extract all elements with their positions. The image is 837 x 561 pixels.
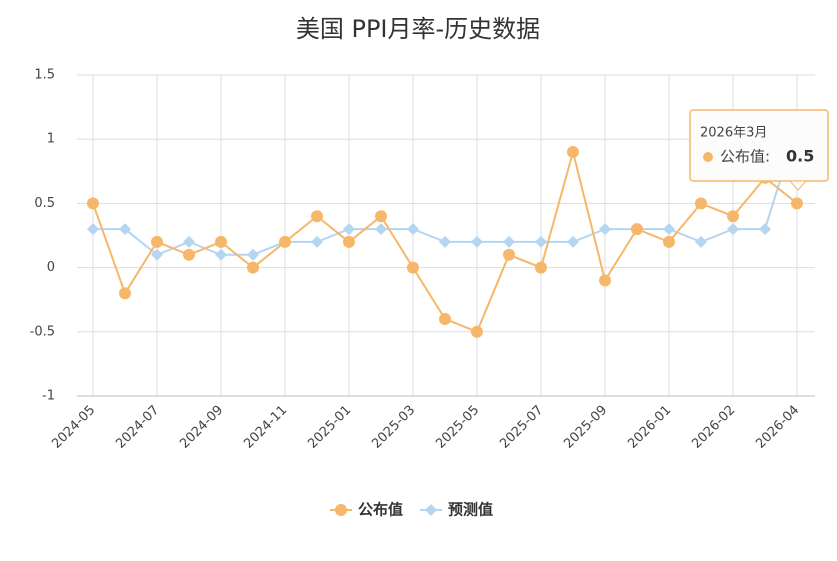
tooltip-label: 公布值: <box>720 148 770 166</box>
x-tick-label: 2025-05 <box>433 403 482 452</box>
data-point <box>279 235 291 248</box>
data-point <box>247 248 259 261</box>
data-point <box>663 223 675 236</box>
data-point <box>599 274 611 287</box>
data-point <box>215 235 227 248</box>
data-point <box>567 235 579 248</box>
legend-label: 公布值 <box>358 501 403 519</box>
x-tick-label: 2024-09 <box>177 403 226 452</box>
x-tick-label: 2024-11 <box>241 403 290 452</box>
x-tick-label: 2024-07 <box>113 403 162 452</box>
data-point <box>311 210 323 223</box>
tooltip-value: 0.5 <box>786 147 814 166</box>
data-point <box>503 235 515 248</box>
data-point <box>407 223 419 236</box>
data-point <box>759 223 771 236</box>
tooltip-box <box>689 109 829 182</box>
data-point <box>375 210 387 223</box>
data-point <box>791 197 803 210</box>
data-point <box>119 287 131 300</box>
data-point <box>183 235 195 248</box>
y-tick-label: 0.5 <box>34 196 55 211</box>
data-point <box>439 312 451 325</box>
tooltip-pointer <box>788 180 808 191</box>
data-point <box>87 197 99 210</box>
y-tick-label: 1.5 <box>34 68 55 83</box>
data-point <box>663 235 675 248</box>
y-tick-label: 1 <box>47 132 55 147</box>
legend: 公布值 预测值 <box>330 501 493 519</box>
chart-title: 美国 PPI月率-历史数据 <box>296 15 540 43</box>
data-point <box>503 248 515 261</box>
x-tick-label: 2026-04 <box>753 403 802 452</box>
legend-marker <box>425 504 437 516</box>
data-point <box>183 248 195 261</box>
x-tick-label: 2025-07 <box>497 403 546 452</box>
data-point <box>247 261 259 274</box>
data-point <box>343 235 355 248</box>
legend-marker <box>335 504 347 516</box>
data-point <box>119 223 131 236</box>
y-tick-label: 0 <box>47 260 55 275</box>
data-point <box>151 235 163 248</box>
data-point <box>631 223 643 236</box>
data-point <box>695 197 707 210</box>
x-tick-label: 2025-01 <box>305 403 354 452</box>
x-tick-label: 2024-05 <box>49 403 98 452</box>
data-point <box>343 223 355 236</box>
data-point <box>215 248 227 261</box>
data-point <box>727 210 739 223</box>
data-point <box>535 235 547 248</box>
data-point <box>567 146 579 159</box>
data-point <box>471 325 483 338</box>
data-point <box>407 261 419 274</box>
y-tick-label: -1 <box>42 389 55 404</box>
x-tick-label: 2025-03 <box>369 403 418 452</box>
data-point <box>311 235 323 248</box>
data-point <box>439 235 451 248</box>
legend-label: 预测值 <box>448 501 493 519</box>
tooltip-date: 2026年3月 <box>700 126 767 141</box>
data-point <box>599 223 611 236</box>
data-point <box>535 261 547 274</box>
data-point <box>151 248 163 261</box>
data-point <box>695 235 707 248</box>
data-point <box>375 223 387 236</box>
data-point <box>727 223 739 236</box>
x-tick-label: 2026-01 <box>625 403 674 452</box>
x-tick-label: 2026-02 <box>689 403 738 452</box>
x-tick-label: 2025-09 <box>561 403 610 452</box>
data-point <box>471 235 483 248</box>
data-point <box>87 223 99 236</box>
tooltip-marker <box>703 152 713 162</box>
y-tick-label: -0.5 <box>30 324 55 339</box>
